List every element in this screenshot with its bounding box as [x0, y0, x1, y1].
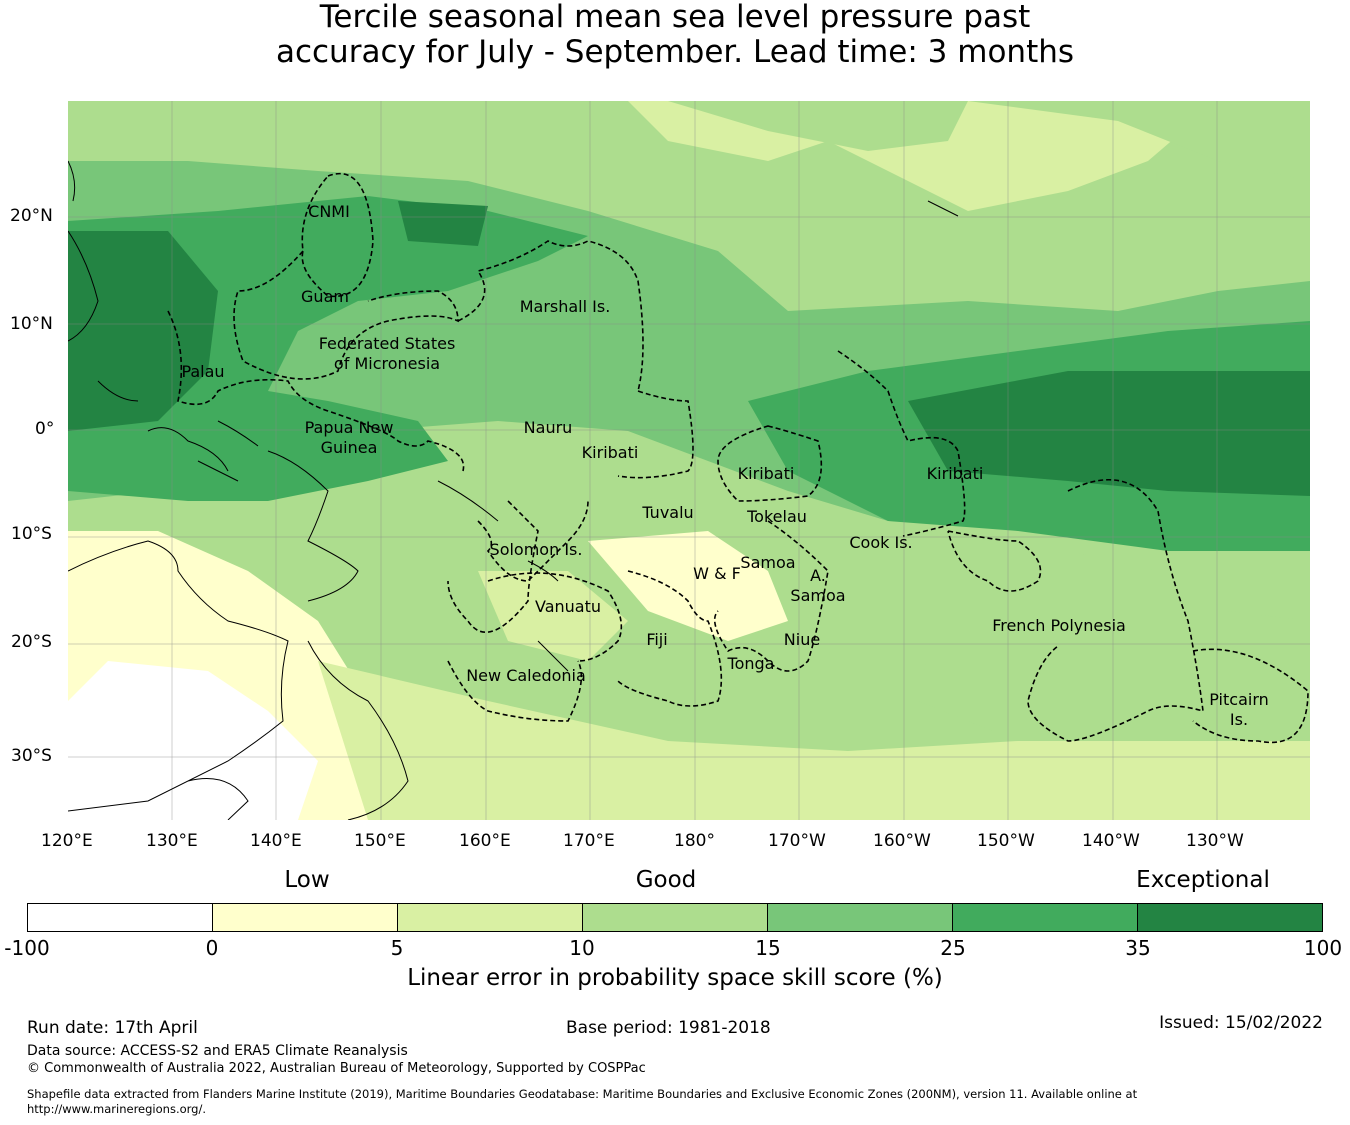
region-label-new-caledonia: New Caledonia — [466, 666, 586, 685]
lon-label: 160°E — [459, 831, 511, 851]
colorbar-tick: 0 — [205, 936, 219, 960]
lon-label: 180° — [674, 831, 715, 851]
graticule — [68, 101, 1310, 820]
lat-label: 10°N — [10, 314, 53, 334]
colorbar-bin — [768, 904, 953, 931]
lon-label: 130°E — [146, 831, 198, 851]
skill-zone-northeast — [968, 101, 1310, 181]
skill-zone-low-central-south — [588, 531, 788, 641]
colorbar-tick: -100 — [4, 936, 50, 960]
lon-label: 170°E — [563, 831, 615, 851]
region-label-tokelau: Tokelau — [747, 507, 807, 526]
lat-label: 10°S — [11, 524, 52, 544]
region-label-vanuatu: Vanuatu — [534, 597, 602, 616]
colorbar-tick: 25 — [940, 936, 966, 960]
region-label-solomon-islands: Solomon Is. — [489, 540, 583, 559]
colorbar-bin — [28, 904, 213, 931]
lon-label: 160°W — [873, 831, 931, 851]
region-label-micronesia: Federated States of Micronesia — [318, 334, 456, 373]
region-label-kiribati-east: Kiribati — [926, 464, 984, 483]
copyright: © Commonwealth of Australia 2022, Austra… — [27, 1061, 646, 1076]
lon-label: 120°E — [41, 831, 93, 851]
legend-category-low: Low — [284, 867, 330, 893]
skill-zone-exceptional-east — [908, 371, 1310, 496]
eez-boundaries — [167, 172, 1309, 744]
colorbar-bin — [398, 904, 583, 931]
colorbar-bin — [1138, 904, 1322, 931]
skill-zone-southeast — [918, 551, 1310, 741]
lon-label: 130°W — [1186, 831, 1244, 851]
lon-label: 170°W — [768, 831, 826, 851]
colorbar — [27, 903, 1323, 932]
region-label-niue: Niue — [783, 630, 821, 649]
lon-label: 150°E — [354, 831, 406, 851]
region-label-cnmi: CNMI — [308, 202, 350, 221]
skill-zone-north-mid — [668, 101, 968, 151]
run-date: Run date: 17th April — [27, 1018, 198, 1038]
region-label-cook-islands: Cook Is. — [849, 533, 913, 552]
region-label-wallis-futuna: W & F — [693, 564, 741, 583]
skill-zone-light-south — [318, 661, 1310, 820]
chart-title-line-2: accuracy for July - September. Lead time… — [275, 34, 1075, 70]
region-label-samoa: Samoa — [740, 553, 796, 572]
legend-category-exceptional: Exceptional — [1136, 867, 1270, 893]
colorbar-tick: 15 — [755, 936, 781, 960]
region-label-american-samoa: A. Samoa — [790, 566, 846, 605]
map-canvas — [68, 101, 1310, 820]
colorbar-bin — [583, 904, 768, 931]
skill-score-map: CNMI Guam Marshall Is. Federated States … — [68, 101, 1310, 820]
colorbar-tick: 100 — [1303, 936, 1343, 960]
lon-label: 140°E — [250, 831, 302, 851]
skill-zone-light-south-mid — [478, 571, 628, 661]
region-label-kiribati-west: Kiribati — [581, 443, 639, 462]
region-label-palau: Palau — [181, 362, 225, 381]
region-label-guam: Guam — [301, 287, 349, 306]
region-label-tuvalu: Tuvalu — [642, 503, 694, 522]
coastlines — [68, 160, 959, 820]
lat-label: 20°N — [10, 206, 53, 226]
chart-title-line-1: Tercile seasonal mean sea level pressure… — [319, 0, 1031, 35]
lat-label: 0° — [35, 419, 55, 439]
skill-zone-negative-australia — [68, 661, 318, 820]
data-source: Data source: ACCESS-S2 and ERA5 Climate … — [27, 1043, 408, 1059]
colorbar-bin — [953, 904, 1138, 931]
lat-label: 30°S — [11, 746, 52, 766]
lon-label: 150°W — [977, 831, 1035, 851]
colorbar-tick: 10 — [569, 936, 595, 960]
lat-label: 20°S — [11, 632, 52, 652]
colorbar-label: Linear error in probability space skill … — [407, 965, 943, 991]
legend-category-good: Good — [635, 867, 697, 893]
colorbar-tick: 35 — [1125, 936, 1151, 960]
region-label-papua-new-guinea: Papua New Guinea — [304, 418, 394, 457]
issued-date: Issued: 15/02/2022 — [1159, 1013, 1323, 1033]
region-label-nauru: Nauru — [523, 418, 573, 437]
colorbar-tick: 5 — [390, 936, 404, 960]
region-label-french-polynesia: French Polynesia — [992, 616, 1126, 635]
region-label-kiribati-central: Kiribati — [737, 464, 795, 483]
base-period: Base period: 1981-2018 — [566, 1018, 771, 1038]
lon-label: 140°W — [1082, 831, 1140, 851]
skill-zone-exceptional-north — [398, 201, 488, 246]
shapefile-credit: Shapefile data extracted from Flanders M… — [27, 1087, 1138, 1101]
shapefile-credit-url: http://www.marineregions.org/. — [27, 1102, 206, 1116]
region-label-pitcairn-islands: Pitcairn Is. — [1209, 690, 1269, 729]
region-label-fiji: Fiji — [646, 630, 668, 649]
colorbar-bin — [213, 904, 398, 931]
region-label-marshall-islands: Marshall Is. — [519, 297, 611, 316]
region-label-tonga: Tonga — [727, 654, 775, 673]
